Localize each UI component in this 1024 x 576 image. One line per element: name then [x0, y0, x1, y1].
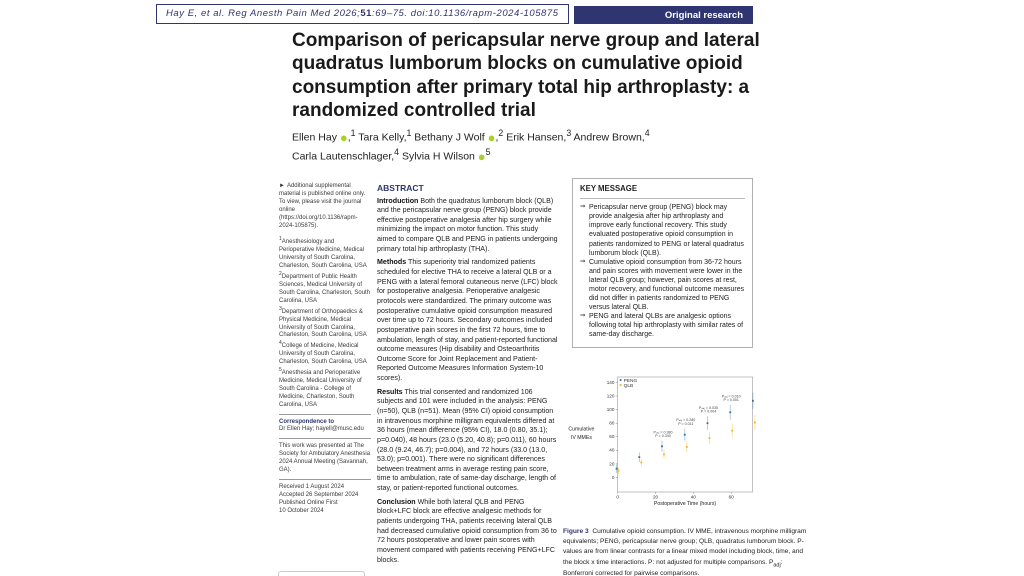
svg-text:P = 0.001: P = 0.001 [723, 398, 738, 402]
svg-text:P = 0.004: P = 0.004 [701, 410, 716, 414]
svg-text:40: 40 [609, 448, 615, 453]
svg-text:IV MMEs: IV MMEs [571, 435, 592, 441]
svg-text:Postoperative Time (hours): Postoperative Time (hours) [654, 501, 717, 507]
svg-text:140: 140 [607, 380, 615, 385]
svg-text:Pₐₕⱼ = 0.010: Pₐₕⱼ = 0.010 [722, 393, 741, 398]
svg-text:0: 0 [612, 475, 615, 480]
svg-text:Cumulative: Cumulative [568, 426, 594, 432]
svg-text:60: 60 [609, 434, 615, 439]
svg-text:20: 20 [609, 461, 615, 466]
svg-text:PENG: PENG [624, 378, 638, 384]
svg-text:80: 80 [609, 421, 615, 426]
svg-text:QLB: QLB [624, 383, 634, 389]
svg-text:P = 0.340: P = 0.340 [655, 434, 670, 438]
svg-text:20: 20 [653, 495, 659, 500]
svg-text:Pₐₕⱼ = 0.035: Pₐₕⱼ = 0.035 [699, 405, 718, 410]
svg-text:120: 120 [607, 393, 615, 398]
svg-text:40: 40 [691, 495, 697, 500]
svg-text:Pₐₕⱼ = 0.280: Pₐₕⱼ = 0.280 [676, 417, 695, 422]
svg-text:0: 0 [616, 495, 619, 500]
svg-text:100: 100 [607, 407, 615, 412]
svg-text:Pₐₕⱼ = 0.380: Pₐₕⱼ = 0.380 [654, 429, 673, 434]
svg-text:P = 0.011: P = 0.011 [678, 422, 693, 426]
svg-text:60: 60 [729, 495, 735, 500]
